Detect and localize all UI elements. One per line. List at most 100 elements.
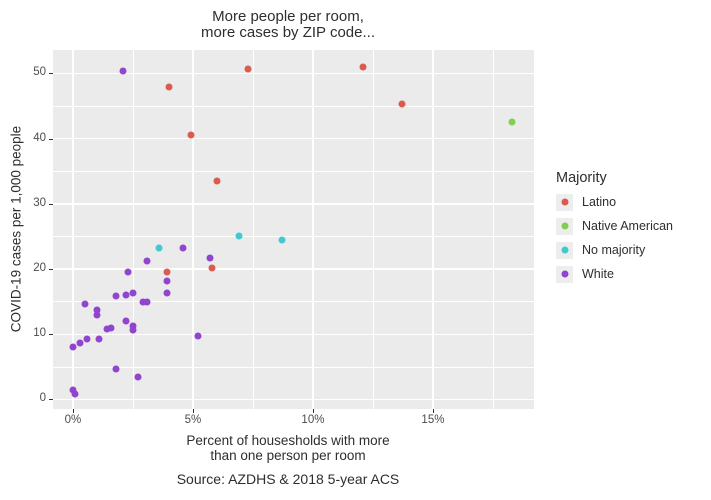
legend-items: Latino Native American No majority White (556, 190, 673, 286)
chart-title-line-2: more cases by ZIP code... (201, 24, 375, 41)
data-point-white[interactable] (163, 289, 171, 297)
gridline-major-y (53, 268, 534, 270)
chart-title-line-1: More people per room, (212, 8, 364, 25)
x-tick-mark (432, 409, 434, 413)
y-tick-mark (49, 203, 53, 205)
data-point-white[interactable] (107, 324, 115, 332)
data-point-latino[interactable] (187, 131, 195, 139)
legend-item-native-american[interactable]: Native American (556, 214, 673, 238)
data-point-white[interactable] (139, 298, 147, 306)
data-point-white[interactable] (129, 322, 137, 330)
x-axis-title-line-2: than one person per room (210, 448, 366, 463)
legend-item-white[interactable]: White (556, 262, 673, 286)
data-point-white[interactable] (95, 335, 103, 343)
data-point-white[interactable] (122, 317, 130, 325)
data-point-white[interactable] (122, 291, 130, 299)
gridline-major-x (432, 50, 434, 409)
x-tick-mark (192, 409, 194, 413)
data-point-white[interactable] (112, 292, 120, 300)
gridline-minor-x (252, 50, 254, 409)
data-point-no-majority[interactable] (235, 232, 243, 240)
legend-item-latino[interactable]: Latino (556, 190, 673, 214)
data-point-white[interactable] (194, 332, 202, 340)
gridline-minor-x (372, 50, 374, 409)
y-tick-mark (49, 73, 53, 75)
data-point-white[interactable] (93, 311, 101, 319)
data-point-latino[interactable] (163, 268, 171, 276)
y-tick-label: 30 (33, 196, 46, 209)
gridline-minor-x (492, 50, 494, 409)
data-point-latino[interactable] (359, 63, 367, 71)
legend-dot-icon (561, 222, 568, 230)
legend-dot-icon (561, 198, 568, 206)
legend-title: Majority (556, 170, 607, 186)
gridline-major-y (53, 333, 534, 335)
data-point-white[interactable] (134, 373, 142, 381)
data-point-white[interactable] (163, 277, 171, 285)
plot-panel (53, 50, 534, 409)
data-point-no-majority[interactable] (155, 244, 163, 252)
data-point-latino[interactable] (398, 100, 406, 108)
data-point-latino[interactable] (244, 65, 252, 73)
gridline-major-x (312, 50, 314, 409)
y-tick-label: 20 (33, 262, 46, 275)
gridline-minor-x (132, 50, 134, 409)
x-tick-mark (312, 409, 314, 413)
data-point-white[interactable] (129, 289, 137, 297)
data-point-white[interactable] (179, 244, 187, 252)
data-point-white[interactable] (143, 257, 151, 265)
y-tick-mark (49, 334, 53, 336)
gridline-minor-y (53, 236, 534, 237)
x-tick-label: 5% (184, 414, 202, 426)
legend-dot-icon (561, 246, 568, 254)
data-point-white[interactable] (81, 300, 89, 308)
legend-key-no-majority (556, 241, 573, 259)
data-point-white[interactable] (69, 386, 77, 394)
data-point-white[interactable] (103, 325, 111, 333)
legend-item-no-majority[interactable]: No majority (556, 238, 673, 262)
y-tick-label: 50 (33, 66, 46, 79)
gridline-major-y (53, 72, 534, 75)
legend-dot-icon (561, 270, 568, 278)
data-point-white[interactable] (76, 339, 84, 347)
x-tick-label: 10% (301, 414, 325, 426)
data-point-white[interactable] (83, 335, 91, 343)
data-point-no-majority[interactable] (278, 236, 286, 244)
data-point-white[interactable] (119, 67, 127, 75)
data-point-white[interactable] (143, 298, 151, 306)
data-point-latino[interactable] (213, 177, 221, 185)
x-axis-title-line-1: Percent of housesholds with more (186, 433, 390, 448)
source-caption: Source: AZDHS & 2018 5-year ACS (176, 471, 400, 487)
data-point-white[interactable] (124, 268, 132, 276)
gridline-major-x (72, 50, 74, 409)
y-tick-mark (49, 399, 53, 401)
x-tick-label: 15% (421, 414, 445, 426)
x-tick-mark (72, 409, 74, 413)
gridline-major-x (192, 50, 194, 409)
data-point-white[interactable] (112, 365, 120, 373)
data-point-white[interactable] (206, 254, 214, 262)
data-point-white[interactable] (71, 390, 79, 398)
data-point-white[interactable] (129, 326, 137, 334)
y-tick-label: 10 (33, 327, 46, 340)
data-point-latino[interactable] (208, 264, 216, 272)
y-axis-title: COVID-19 cases per 1,000 people (8, 125, 24, 333)
legend-key-native-american (556, 217, 573, 235)
x-tick-label: 0% (64, 414, 82, 426)
x-axis-title: Percent of housesholds with more than on… (33, 433, 543, 463)
gridline-major-y (53, 203, 534, 205)
legend-label-no-majority: No majority (582, 243, 646, 257)
gridline-minor-y (53, 105, 534, 107)
gridline-minor-y (53, 301, 534, 303)
y-tick-mark (49, 138, 53, 140)
legend-key-white (556, 265, 573, 283)
data-point-native-american[interactable] (508, 118, 516, 126)
data-point-white[interactable] (69, 343, 77, 351)
legend: Majority Latino Native American No majorit… (556, 170, 673, 286)
gridline-minor-y (53, 366, 534, 368)
legend-label-latino: Latino (582, 195, 617, 209)
gridline-major-y (53, 137, 534, 140)
data-point-white[interactable] (93, 306, 101, 314)
data-point-latino[interactable] (165, 83, 173, 91)
